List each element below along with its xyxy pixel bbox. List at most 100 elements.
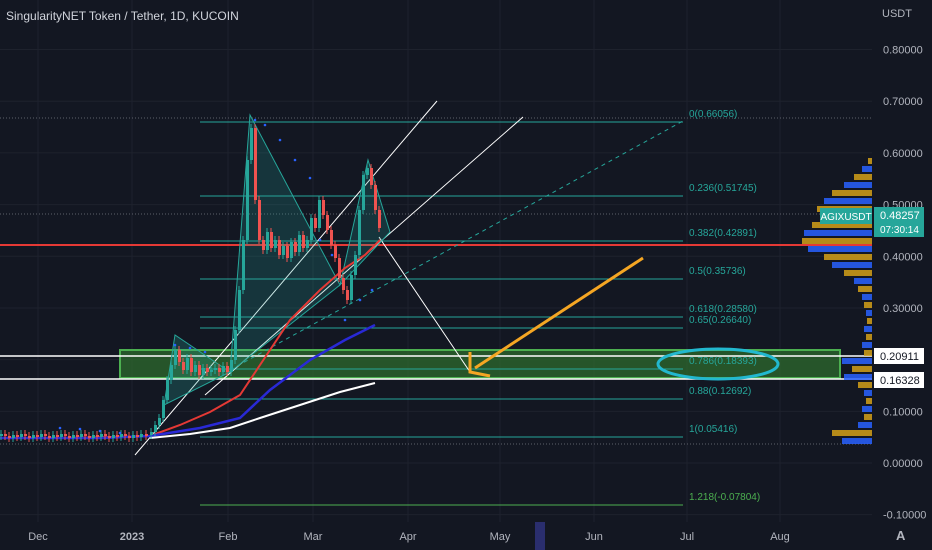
volume-profile-bar [858,382,872,388]
candle-body [270,232,273,248]
time-cursor-band [535,522,545,550]
candle-body [350,275,353,300]
candle-body [202,368,205,375]
candle-body [242,240,245,290]
candle-body [124,434,127,436]
sar-dot [308,176,312,180]
volume-profile-bar [864,390,872,396]
volume-profile-bar [854,278,872,284]
sar-dot [58,426,62,430]
fib-level-label: 0.786(0.18393) [689,356,757,367]
candle-body [4,434,7,436]
y-tick-label: 0.80000 [883,45,923,57]
price-badge-lower-value: 0.16328 [880,375,920,387]
candle-body [370,168,373,185]
x-tick-label: Jun [585,531,603,543]
candle-body [68,436,71,438]
sar-dot [278,138,282,142]
candle-body [334,245,337,258]
candle-body [140,434,143,437]
fib-level-label: 0.236(0.51745) [689,183,757,194]
candle-body [226,366,229,372]
candle-body [28,436,31,438]
candle-body [166,380,169,400]
volume-profile-bar [866,334,872,340]
candle-body [112,435,115,438]
y-tick-label: 0.10000 [883,406,923,418]
candle-body [238,290,241,330]
candle-body [72,435,75,438]
candle-body [96,435,99,437]
tradingview-logo[interactable]: A [896,528,906,543]
volume-profile-bar [802,238,872,244]
volume-profile-bar [808,246,872,252]
volume-profile-bar [854,174,872,180]
candle-body [92,435,95,438]
candle-body [194,365,197,372]
volume-profile-bar [866,310,872,316]
candle-body [322,200,325,215]
fib-level-label: 0.382(0.42891) [689,228,757,239]
candle-body [206,368,209,372]
candle-body [0,434,3,436]
volume-profile-bar [858,286,872,292]
volume-profile-bar [844,374,872,380]
candle-body [158,418,161,425]
candle-body [32,435,35,438]
volume-profile-bar [804,230,872,236]
x-tick-label: Apr [399,531,416,543]
candle-body [222,366,225,372]
fib-level-label: 0(0.66056) [689,109,737,120]
y-tick-label: 0.30000 [883,303,923,315]
candle-body [298,235,301,252]
candle-body [52,435,55,438]
sar-dot [253,118,257,122]
projection-line [378,236,471,373]
sar-dot [293,158,297,162]
sar-dot [318,238,322,242]
volume-profile-bar [862,166,872,172]
ma-white-line [149,382,376,439]
x-tick-label: May [490,531,511,543]
fib-level-label: 1.218(-0.07804) [689,492,760,503]
candle-body [230,360,233,372]
candle-body [145,434,148,436]
volume-profile-bar [862,294,872,300]
volume-profile-bar [842,358,872,364]
candle-body [378,210,381,228]
candle-body [306,240,309,248]
candle-body [162,400,165,418]
annotation-arrow-shaft [474,256,644,370]
candle-body [104,434,107,436]
y-tick-label: 0.60000 [883,148,923,160]
candle-body [326,215,329,230]
candle-body [24,434,27,436]
y-tick-label: 0.40000 [883,251,923,263]
candle-body [40,434,43,437]
candle-body [178,350,181,362]
sar-dot [173,343,177,347]
candle-body [60,434,63,437]
sar-dot [188,346,192,350]
annotation-circle [656,347,780,381]
volume-profile-bar [866,398,872,404]
last-price-value: 0.48257 [880,210,920,222]
candle-body [8,436,11,438]
x-tick-label: Aug [770,531,790,543]
y-tick-label: -0.10000 [883,510,926,522]
volume-profile-bar [864,414,872,420]
candle-body [278,240,281,255]
candle-body [254,128,257,200]
channel-mid-dashed [229,120,684,371]
volume-profile-bar [842,438,872,444]
price-badge-upper-value: 0.20911 [880,351,919,363]
last-price-badge [874,207,924,237]
candle-body [294,242,297,252]
pattern-triangle [339,158,391,287]
fib-level-label: 1(0.05416) [689,424,737,435]
volume-profile-bar [832,190,872,196]
sar-dot [330,253,334,257]
volume-profile-bar [858,422,872,428]
x-tick-label: 2023 [120,531,144,543]
